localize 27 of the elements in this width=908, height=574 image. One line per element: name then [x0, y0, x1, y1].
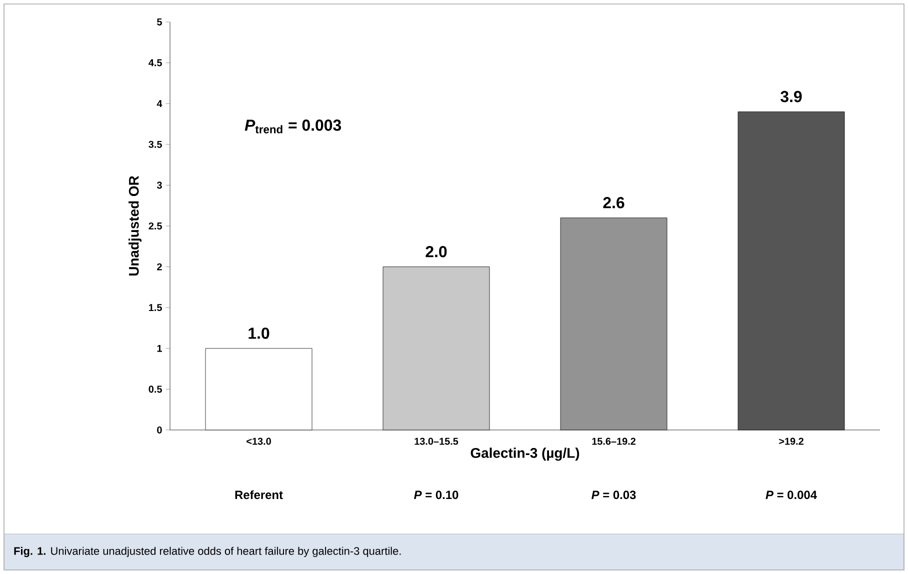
y-tick-label: 0: [157, 426, 162, 434]
y-tick-label: 3.5: [148, 140, 162, 148]
y-tick-label: 0.5: [148, 386, 162, 393]
y-tick-label: 2: [157, 263, 162, 270]
y-tick-label: 1: [157, 344, 162, 352]
data-label: 1.0: [248, 328, 270, 339]
text: P = 0.004: [766, 490, 817, 500]
x-tick-label: >19.2: [779, 438, 804, 445]
data-label: 2.6: [603, 197, 624, 208]
data-label: 2.0: [426, 246, 447, 258]
annotation: P$_{trend}$ = 0.003: [244, 120, 342, 134]
x-tick-label: 13.0–15.5: [414, 438, 458, 445]
x-axis-title: Galectin-3 (µg/L): [470, 448, 580, 461]
data-label: 3.9: [780, 90, 802, 102]
text: Fig. 1. Univariate unadjusted relative odds of heart failure by galectin-3 quartile.: [14, 546, 401, 558]
y-tick-label: 2.5: [148, 222, 162, 230]
x-tick-label: 15.6–19.2: [592, 438, 636, 445]
text: P = 0.03: [592, 490, 636, 500]
y-tick-label: 4: [156, 100, 162, 108]
x-tick-label: <13.0: [246, 438, 271, 445]
text: Referent: [235, 490, 283, 500]
y-tick-label: 5: [157, 18, 162, 26]
text: P = 0.10: [414, 490, 458, 500]
y-tick-label: 3: [156, 182, 162, 189]
y-tick-label: 1.5: [149, 304, 162, 312]
y-tick-label: 4.5: [148, 59, 162, 66]
y-axis-title: Unadjusted OR: [128, 176, 142, 276]
